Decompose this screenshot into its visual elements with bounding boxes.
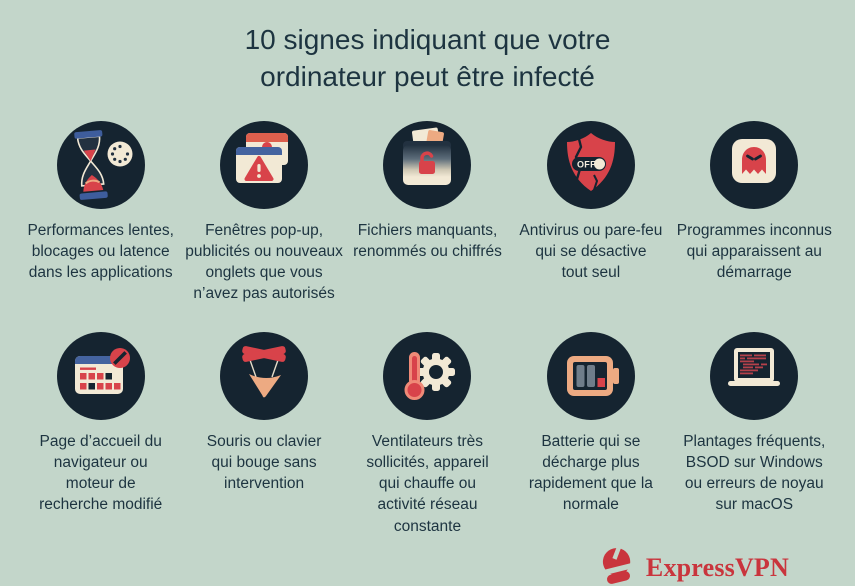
thermometer-gear-icon <box>383 332 472 421</box>
laptop-crash-icon <box>710 332 799 421</box>
sign-item-2: Fenêtres pop-up, publicités ou nouveaux … <box>183 120 344 304</box>
puppet-cursor-icon <box>220 332 309 421</box>
caption: Performances lentes, blocages ou latence… <box>27 221 174 282</box>
expressvpn-logo-text: ExpressVPN <box>645 553 789 582</box>
caption: Page d’accueil du navigateur ou moteur d… <box>39 433 163 514</box>
sign-item-9: Batterie qui se décharge plus rapidement… <box>510 332 671 536</box>
sign-item-7: Souris ou clavier qui bouge sans interve… <box>183 332 344 536</box>
ghost-app-icon <box>710 120 799 209</box>
popup-windows-icon <box>220 120 309 209</box>
caption: Ventilateurs très sollicités, appareil q… <box>366 433 489 535</box>
sign-item-6: Page d’accueil du navigateur ou moteur d… <box>20 332 181 536</box>
battery-drain-icon <box>546 332 635 421</box>
off-toggle-label: OFF <box>577 159 596 169</box>
folder-unlocked-icon <box>383 120 472 209</box>
signs-row-2: Page d’accueil du navigateur ou moteur d… <box>0 332 855 536</box>
expressvpn-logo: ExpressVPN <box>598 543 789 586</box>
hourglass-spinner-icon <box>56 120 145 209</box>
caption: Fenêtres pop-up, publicités ou nouveaux … <box>185 221 343 303</box>
sign-item-8: Ventilateurs très sollicités, appareil q… <box>347 332 508 536</box>
caption: Plantages fréquents, BSOD sur Windows ou… <box>683 433 826 514</box>
caption: Batterie qui se décharge plus rapidement… <box>528 433 653 514</box>
sign-item-10: Plantages fréquents, BSOD sur Windows ou… <box>674 332 835 536</box>
sign-item-1: Performances lentes, blocages ou latence… <box>20 120 181 304</box>
signs-row-1: Performances lentes, blocages ou latence… <box>0 120 855 304</box>
caption: Programmes inconnus qui apparaissent au … <box>676 221 832 282</box>
sign-item-4: OFF Antivirus ou pare-feu qui se désacti… <box>510 120 671 304</box>
shield-off-icon: OFF <box>546 120 635 209</box>
page-title: 10 signes indiquant que votre ordinateur… <box>244 24 611 92</box>
sign-item-3: Fichiers manquants, renommés ou chiffrés <box>347 120 508 304</box>
caption: Fichiers manquants, renommés ou chiffrés <box>353 221 502 260</box>
browser-blocked-icon <box>56 332 145 421</box>
caption: Antivirus ou pare-feu qui se désactive t… <box>519 221 663 282</box>
caption: Souris ou clavier qui bouge sans interve… <box>206 433 322 493</box>
sign-item-5: Programmes inconnus qui apparaissent au … <box>674 120 835 304</box>
expressvpn-logo-icon <box>598 543 638 586</box>
